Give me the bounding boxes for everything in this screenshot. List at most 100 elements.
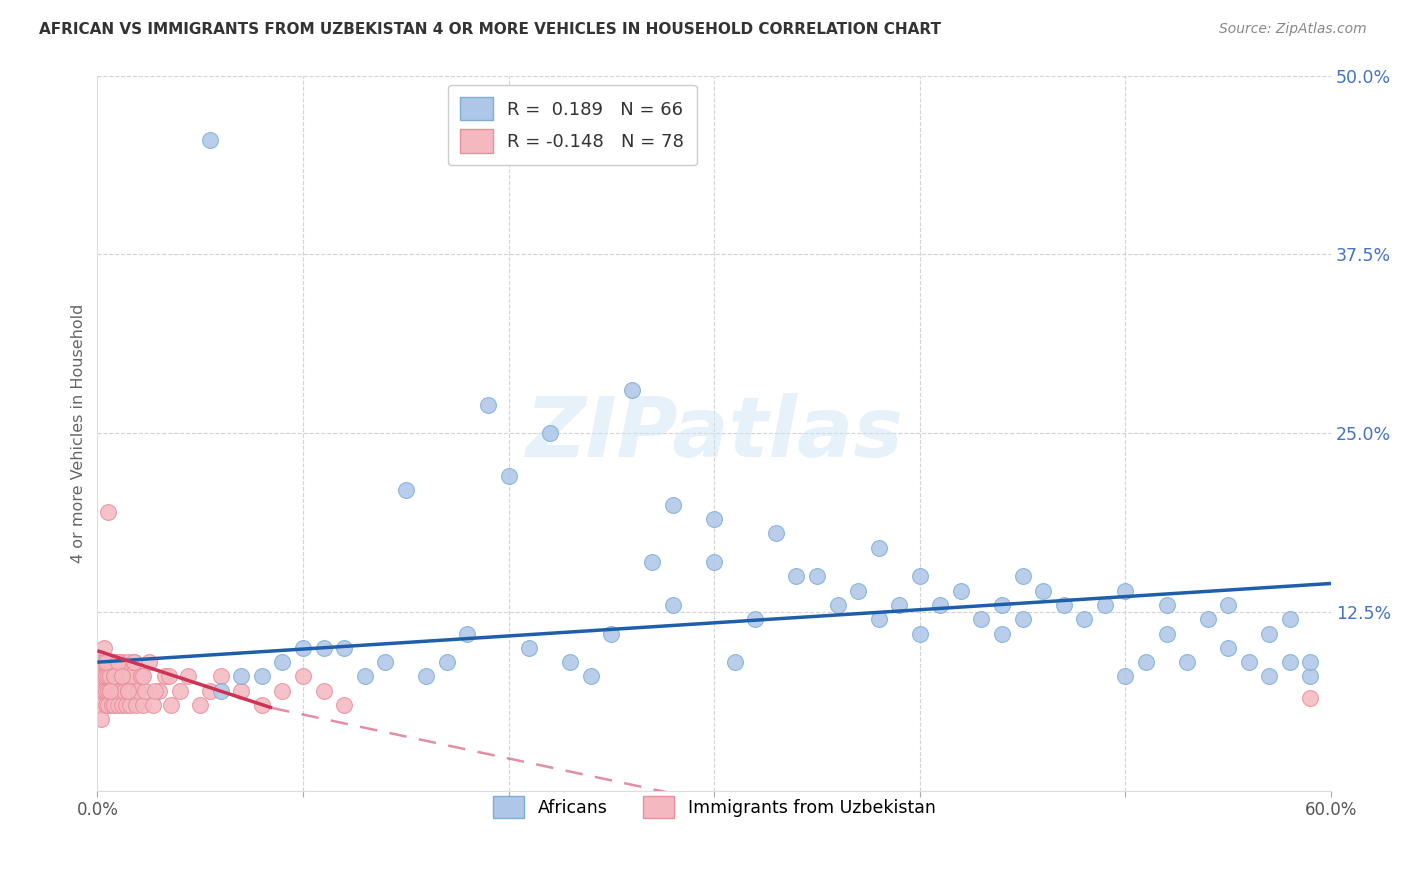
Point: [127, 683, 149, 698]
Point: [129, 669, 152, 683]
Point: [1114, 669, 1136, 683]
Text: Source: ZipAtlas.com: Source: ZipAtlas.com: [1219, 22, 1367, 37]
Point: [1114, 583, 1136, 598]
Point: [436, 655, 458, 669]
Point: [177, 669, 200, 683]
Point: [107, 683, 129, 698]
Point: [100, 655, 122, 669]
Point: [1299, 669, 1322, 683]
Point: [353, 669, 375, 683]
Point: [765, 526, 787, 541]
Point: [104, 669, 127, 683]
Point: [94, 698, 117, 712]
Point: [94, 655, 117, 669]
Point: [93, 669, 115, 683]
Point: [498, 469, 520, 483]
Point: [93, 640, 115, 655]
Point: [1156, 626, 1178, 640]
Point: [142, 698, 165, 712]
Point: [112, 669, 135, 683]
Point: [312, 640, 335, 655]
Point: [153, 669, 176, 683]
Point: [1197, 612, 1219, 626]
Point: [200, 683, 222, 698]
Point: [395, 483, 418, 498]
Point: [209, 683, 232, 698]
Point: [120, 698, 142, 712]
Point: [231, 669, 253, 683]
Point: [374, 655, 396, 669]
Point: [415, 669, 437, 683]
Point: [107, 698, 129, 712]
Point: [538, 426, 561, 441]
Point: [1032, 583, 1054, 598]
Point: [125, 698, 148, 712]
Point: [250, 698, 273, 712]
Point: [93, 683, 115, 698]
Point: [333, 640, 356, 655]
Point: [124, 655, 146, 669]
Point: [1175, 655, 1198, 669]
Point: [115, 698, 138, 712]
Point: [827, 598, 849, 612]
Point: [1218, 598, 1240, 612]
Point: [100, 683, 122, 698]
Point: [991, 626, 1014, 640]
Point: [703, 555, 725, 569]
Point: [231, 683, 253, 698]
Point: [89, 669, 111, 683]
Point: [1237, 655, 1260, 669]
Point: [107, 655, 129, 669]
Point: [724, 655, 747, 669]
Point: [124, 655, 146, 669]
Point: [103, 683, 125, 698]
Point: [94, 669, 117, 683]
Point: [138, 655, 160, 669]
Point: [703, 512, 725, 526]
Point: [868, 541, 890, 555]
Y-axis label: 4 or more Vehicles in Household: 4 or more Vehicles in Household: [72, 303, 86, 563]
Point: [312, 683, 335, 698]
Point: [160, 698, 183, 712]
Point: [1258, 669, 1281, 683]
Point: [785, 569, 807, 583]
Point: [98, 669, 121, 683]
Point: [111, 655, 134, 669]
Point: [662, 498, 685, 512]
Point: [112, 683, 135, 698]
Point: [560, 655, 582, 669]
Point: [103, 669, 125, 683]
Point: [117, 683, 139, 698]
Point: [108, 683, 131, 698]
Point: [1053, 598, 1076, 612]
Point: [1094, 598, 1116, 612]
Point: [908, 626, 931, 640]
Point: [169, 683, 191, 698]
Point: [97, 505, 120, 519]
Point: [1299, 690, 1322, 705]
Point: [103, 669, 125, 683]
Point: [1218, 640, 1240, 655]
Point: [100, 698, 122, 712]
Point: [1278, 655, 1301, 669]
Point: [929, 598, 952, 612]
Point: [93, 655, 115, 669]
Point: [271, 655, 294, 669]
Point: [1011, 569, 1033, 583]
Point: [291, 640, 314, 655]
Point: [131, 698, 153, 712]
Point: [108, 669, 131, 683]
Point: [641, 555, 664, 569]
Point: [250, 669, 273, 683]
Point: [291, 669, 314, 683]
Point: [1156, 598, 1178, 612]
Point: [134, 683, 156, 698]
Point: [115, 669, 138, 683]
Point: [90, 683, 112, 698]
Point: [97, 683, 120, 698]
Point: [131, 669, 153, 683]
Point: [991, 598, 1014, 612]
Point: [117, 683, 139, 698]
Point: [949, 583, 972, 598]
Point: [188, 698, 211, 712]
